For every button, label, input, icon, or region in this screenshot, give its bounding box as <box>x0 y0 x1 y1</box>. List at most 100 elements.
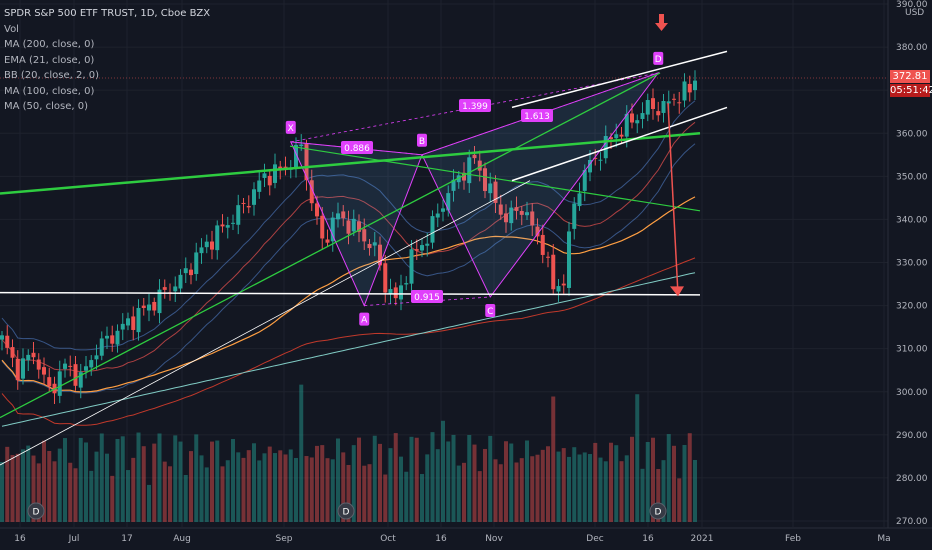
volume-bar <box>393 433 398 522</box>
volume-bar <box>105 453 109 522</box>
volume-bar <box>31 455 36 522</box>
candle-body <box>220 224 225 227</box>
candle-body <box>551 254 556 290</box>
volume-bar <box>63 438 67 522</box>
y-tick-label: 270.00 <box>896 517 928 527</box>
legend-bb[interactable]: BB (20, close, 2, 0) <box>4 70 99 81</box>
y-tick-label: 360.00 <box>896 129 928 139</box>
y-tick-label: 350.00 <box>896 172 928 182</box>
candle-body <box>10 347 15 358</box>
volume-bar <box>582 452 587 522</box>
volume-bar <box>136 432 141 522</box>
marker-text: D <box>33 508 40 518</box>
label-badge <box>417 133 427 147</box>
candle-body <box>278 166 283 169</box>
candle-body <box>325 239 330 243</box>
y-tick-label: 320.00 <box>896 302 928 312</box>
time-axis[interactable]: 16 Jul 17 Aug Sep Oct 16 Nov Dec 16 2021 Feb Ma <box>14 534 890 544</box>
label-badge <box>359 312 370 326</box>
ratio-label: 0.915 <box>411 290 443 303</box>
candle-body <box>84 366 88 371</box>
candle-body <box>26 354 31 361</box>
horizontal-support-line <box>0 291 701 296</box>
candle-body <box>304 144 309 181</box>
candle-body <box>47 377 52 387</box>
candle-body <box>645 100 650 115</box>
candle-body <box>89 360 94 368</box>
label-text: X <box>288 124 294 134</box>
target-arrow-head <box>670 286 684 297</box>
volume-bar <box>267 446 272 522</box>
volume-bar <box>99 433 104 522</box>
volume-bar <box>78 437 83 522</box>
candle-body <box>693 80 697 91</box>
candle-body <box>194 252 199 275</box>
long-green-trendline <box>0 132 701 195</box>
volume-bar <box>383 474 388 522</box>
volume-bar <box>556 451 561 522</box>
volume-bar <box>341 452 346 522</box>
label-text: 1.399 <box>462 102 488 112</box>
marker-circle <box>27 502 45 520</box>
volume-bar <box>551 396 556 522</box>
marker-circle <box>337 502 355 520</box>
volume-bar <box>15 453 20 522</box>
point-label-a: A <box>359 312 370 326</box>
candle-body <box>231 222 235 224</box>
volume-bar <box>110 475 115 522</box>
legend-ma200[interactable]: MA (200, close, 0) <box>4 39 95 50</box>
candle-body <box>477 160 482 171</box>
point-label-x: X <box>285 120 296 134</box>
indicator-legend: SPDR S&P 500 ETF TRUST, 1D, Cboe BZX Vol… <box>4 6 210 115</box>
ma50-line <box>1 196 696 393</box>
volume-bar <box>472 444 477 522</box>
candle-body <box>462 172 466 181</box>
volume-bar <box>630 436 634 522</box>
ratio-label: 1.613 <box>521 109 553 122</box>
volume-bar <box>593 442 598 522</box>
candle-body <box>294 145 298 168</box>
x-tick-label: Aug <box>173 534 191 544</box>
candle-body <box>493 181 498 203</box>
volume-bar <box>661 460 666 522</box>
legend-ema21[interactable]: EMA (21, close, 0) <box>4 54 95 66</box>
volume-bar <box>477 471 482 522</box>
long-white-trendline <box>0 180 531 466</box>
legend-title[interactable]: SPDR S&P 500 ETF TRUST, 1D, Cboe BZX <box>4 8 211 19</box>
legend-vol[interactable]: Vol <box>4 23 19 35</box>
volume-bar <box>446 441 451 522</box>
volume-bar <box>420 474 424 522</box>
x-tick-label: Oct <box>380 534 396 544</box>
legend-ma50[interactable]: MA (50, close, 0) <box>4 101 89 112</box>
volume-bar <box>367 464 372 522</box>
ma100-line <box>1 257 696 426</box>
legend-ma100[interactable]: MA (100, close, 0) <box>4 85 95 97</box>
volume-bar <box>262 453 267 522</box>
candle-body <box>136 307 141 333</box>
candle-body <box>189 269 193 276</box>
volume-bar <box>672 445 676 522</box>
candle-body <box>498 204 503 215</box>
candle-body <box>546 256 550 258</box>
volume-bar <box>577 454 582 522</box>
candle-body <box>598 159 603 161</box>
volume-bar <box>147 484 151 522</box>
candle-body <box>488 183 493 194</box>
volume-bar <box>540 449 545 522</box>
volume-bar <box>346 464 351 522</box>
candle-body <box>535 226 540 237</box>
label-badge <box>485 303 496 317</box>
candle-body <box>199 247 204 254</box>
x-tick-label: Ma <box>877 534 890 544</box>
candle-body <box>525 212 529 216</box>
volume-bar <box>603 461 608 522</box>
volume-bar <box>294 457 298 522</box>
candle-body <box>131 316 136 330</box>
volume-bar <box>399 456 403 522</box>
volume-bar <box>236 452 241 522</box>
candle-body <box>115 330 120 345</box>
candle-body <box>561 283 566 286</box>
volume-bar <box>288 449 293 522</box>
candle-body <box>630 113 634 123</box>
